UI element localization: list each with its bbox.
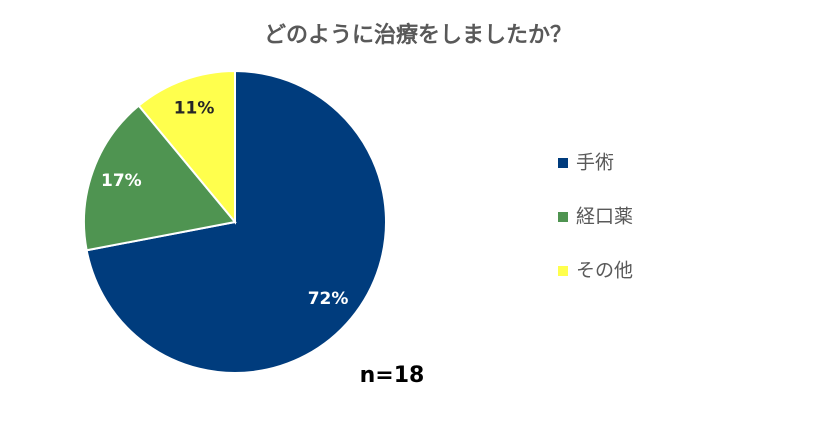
legend-swatch <box>558 212 568 222</box>
legend-swatch <box>558 158 568 168</box>
legend-label: その他 <box>576 260 633 282</box>
legend-swatch <box>558 266 568 276</box>
annotation: n=18 <box>360 363 425 388</box>
data-label: 72% <box>308 289 349 309</box>
pie-slice <box>137 69 236 225</box>
legend-label: 手術 <box>576 152 614 174</box>
chart-title: どのように治療をしましたか？ <box>264 22 572 48</box>
legend-label: 経口薬 <box>576 206 633 228</box>
pie-slice <box>85 69 387 374</box>
data-label: 11% <box>174 98 215 118</box>
data-label: 17% <box>101 171 142 191</box>
pie-slice <box>83 104 237 252</box>
